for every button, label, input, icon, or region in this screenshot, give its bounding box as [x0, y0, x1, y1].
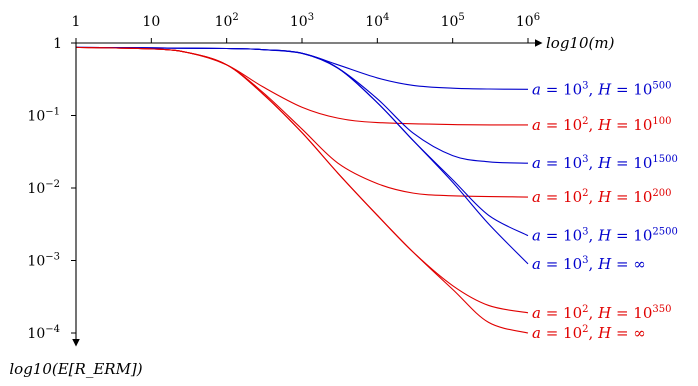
- series-label: a = 103, H = 102500: [532, 227, 678, 245]
- x-tick-label: 106: [516, 12, 540, 30]
- y-axis-label: log10(E[R_ERM]): [9, 360, 142, 378]
- axes-layer: log10(m) log10(E[R_ERM]): [9, 34, 614, 378]
- x-tick-label: 102: [215, 12, 239, 30]
- series-label: a = 102, H = 10200: [532, 188, 671, 206]
- y-tick-label: 1: [53, 36, 62, 52]
- series-label: a = 103, H = 101500: [532, 154, 678, 172]
- series-line: [75, 46, 529, 334]
- series-line: [75, 46, 529, 126]
- y-tick-label: 10−3: [27, 252, 60, 270]
- x-axis-label: log10(m): [546, 34, 615, 52]
- x-tick-label: 10: [142, 14, 160, 30]
- y-tick-label: 10−1: [27, 107, 60, 125]
- x-tick-label: 105: [441, 12, 465, 30]
- x-ticks: 1 10 102 103 104 105 106: [72, 12, 540, 43]
- series-labels-layer: a = 103, H = 10500 a = 102, H = 10100 a = …: [532, 80, 678, 342]
- x-tick-label: 1: [72, 14, 81, 30]
- series-label: a = 102, H = ∞: [532, 324, 646, 342]
- series-line: [75, 46, 529, 314]
- x-tick-label: 103: [290, 12, 314, 30]
- series-label: a = 103, H = ∞: [532, 255, 646, 273]
- series-line: [75, 46, 529, 265]
- series-line: [75, 46, 529, 164]
- y-tick-label: 10−4: [27, 324, 60, 342]
- y-tick-label: 10−2: [27, 179, 60, 197]
- series-line: [75, 46, 529, 237]
- series-line: [75, 46, 529, 198]
- series-label: a = 103, H = 10500: [532, 80, 671, 98]
- series-label: a = 102, H = 10100: [532, 116, 671, 134]
- y-ticks: 1 10−1 10−2 10−3 10−4: [27, 36, 76, 342]
- series-label: a = 102, H = 10350: [532, 304, 671, 322]
- x-tick-label: 104: [365, 12, 389, 30]
- curves-layer: [75, 46, 529, 334]
